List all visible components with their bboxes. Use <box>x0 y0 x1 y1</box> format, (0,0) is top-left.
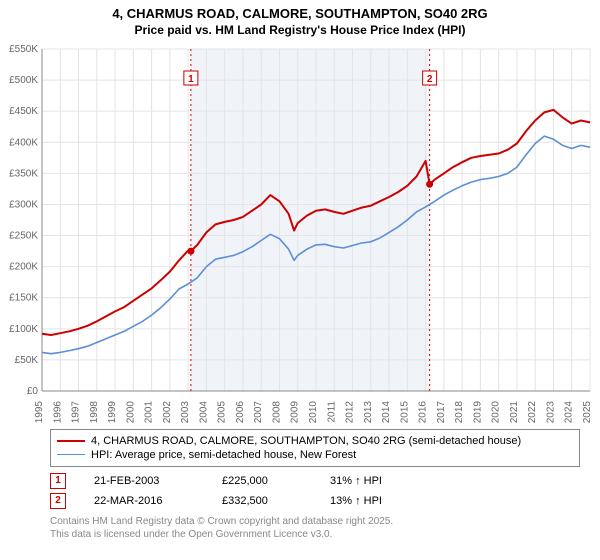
legend-swatch <box>57 454 85 455</box>
svg-text:1: 1 <box>188 74 194 85</box>
svg-text:2018: 2018 <box>454 400 465 422</box>
svg-text:2016: 2016 <box>418 400 429 422</box>
sale-row: 1 21-FEB-2003 £225,000 31% ↑ HPI <box>50 471 580 491</box>
svg-text:2025: 2025 <box>582 400 593 422</box>
svg-text:2017: 2017 <box>436 400 447 422</box>
chart-title-line1: 4, CHARMUS ROAD, CALMORE, SOUTHAMPTON, S… <box>0 0 600 23</box>
svg-text:£300K: £300K <box>9 199 38 210</box>
svg-text:2011: 2011 <box>326 400 337 422</box>
svg-text:2007: 2007 <box>253 400 264 422</box>
chart-title-line2: Price paid vs. HM Land Registry's House … <box>0 23 600 43</box>
svg-text:2010: 2010 <box>308 400 319 422</box>
svg-text:2021: 2021 <box>509 400 520 422</box>
svg-text:2020: 2020 <box>491 400 502 422</box>
svg-text:2023: 2023 <box>545 400 556 422</box>
svg-text:2013: 2013 <box>363 400 374 422</box>
svg-text:2003: 2003 <box>180 400 191 422</box>
svg-text:1999: 1999 <box>107 400 118 422</box>
footer-line2: This data is licensed under the Open Gov… <box>50 528 580 541</box>
svg-text:£50K: £50K <box>15 355 39 366</box>
sale-price: £225,000 <box>222 475 302 487</box>
legend-box: 4, CHARMUS ROAD, CALMORE, SOUTHAMPTON, S… <box>50 429 580 467</box>
svg-text:2006: 2006 <box>235 400 246 422</box>
sale-marker-icon: 2 <box>50 493 66 509</box>
svg-text:2004: 2004 <box>198 400 209 422</box>
legend-item: HPI: Average price, semi-detached house,… <box>57 448 573 462</box>
svg-text:2: 2 <box>427 74 433 85</box>
legend-label: 4, CHARMUS ROAD, CALMORE, SOUTHAMPTON, S… <box>91 435 521 447</box>
sale-row: 2 22-MAR-2016 £332,500 13% ↑ HPI <box>50 491 580 511</box>
legend-swatch <box>57 440 85 442</box>
svg-text:1997: 1997 <box>71 400 82 422</box>
footer-line1: Contains HM Land Registry data © Crown c… <box>50 515 580 528</box>
sale-marker-icon: 1 <box>50 473 66 489</box>
svg-text:2002: 2002 <box>162 400 173 422</box>
svg-text:2019: 2019 <box>472 400 483 422</box>
legend-label: HPI: Average price, semi-detached house,… <box>91 449 356 461</box>
svg-text:2012: 2012 <box>345 400 356 422</box>
svg-text:£500K: £500K <box>9 75 38 86</box>
svg-text:2009: 2009 <box>290 400 301 422</box>
chart-plot-area: £0 £50K £100K £150K £200K £250K £300K £350K £400… <box>0 43 600 423</box>
svg-text:1998: 1998 <box>89 400 100 422</box>
svg-text:2014: 2014 <box>381 400 392 422</box>
sale-price: £332,500 <box>222 495 302 507</box>
svg-text:2000: 2000 <box>125 400 136 422</box>
svg-text:£450K: £450K <box>9 106 38 117</box>
chart-svg: £0 £50K £100K £150K £200K £250K £300K £350K £400… <box>0 43 600 423</box>
svg-text:£350K: £350K <box>9 168 38 179</box>
svg-text:2001: 2001 <box>144 400 155 422</box>
svg-text:£250K: £250K <box>9 230 38 241</box>
svg-text:£400K: £400K <box>9 137 38 148</box>
sale-delta: 13% ↑ HPI <box>330 495 430 507</box>
svg-text:£100K: £100K <box>9 324 38 335</box>
chart-footer: Contains HM Land Registry data © Crown c… <box>50 515 580 541</box>
legend-item: 4, CHARMUS ROAD, CALMORE, SOUTHAMPTON, S… <box>57 434 573 448</box>
svg-text:£550K: £550K <box>9 44 38 55</box>
sale-date: 22-MAR-2016 <box>94 495 194 507</box>
svg-text:1996: 1996 <box>52 400 63 422</box>
sale-delta: 31% ↑ HPI <box>330 475 430 487</box>
svg-text:1995: 1995 <box>34 400 45 422</box>
sale-date: 21-FEB-2003 <box>94 475 194 487</box>
svg-text:2005: 2005 <box>217 400 228 422</box>
svg-text:2024: 2024 <box>564 400 575 422</box>
svg-text:£150K: £150K <box>9 293 38 304</box>
sales-table: 1 21-FEB-2003 £225,000 31% ↑ HPI 2 22-MAR-201… <box>50 471 580 511</box>
svg-text:2015: 2015 <box>399 400 410 422</box>
svg-text:2008: 2008 <box>271 400 282 422</box>
chart-container: 4, CHARMUS ROAD, CALMORE, SOUTHAMPTON, S… <box>0 0 600 560</box>
svg-text:£0: £0 <box>27 386 39 397</box>
svg-text:2022: 2022 <box>527 400 538 422</box>
svg-text:£200K: £200K <box>9 262 38 273</box>
